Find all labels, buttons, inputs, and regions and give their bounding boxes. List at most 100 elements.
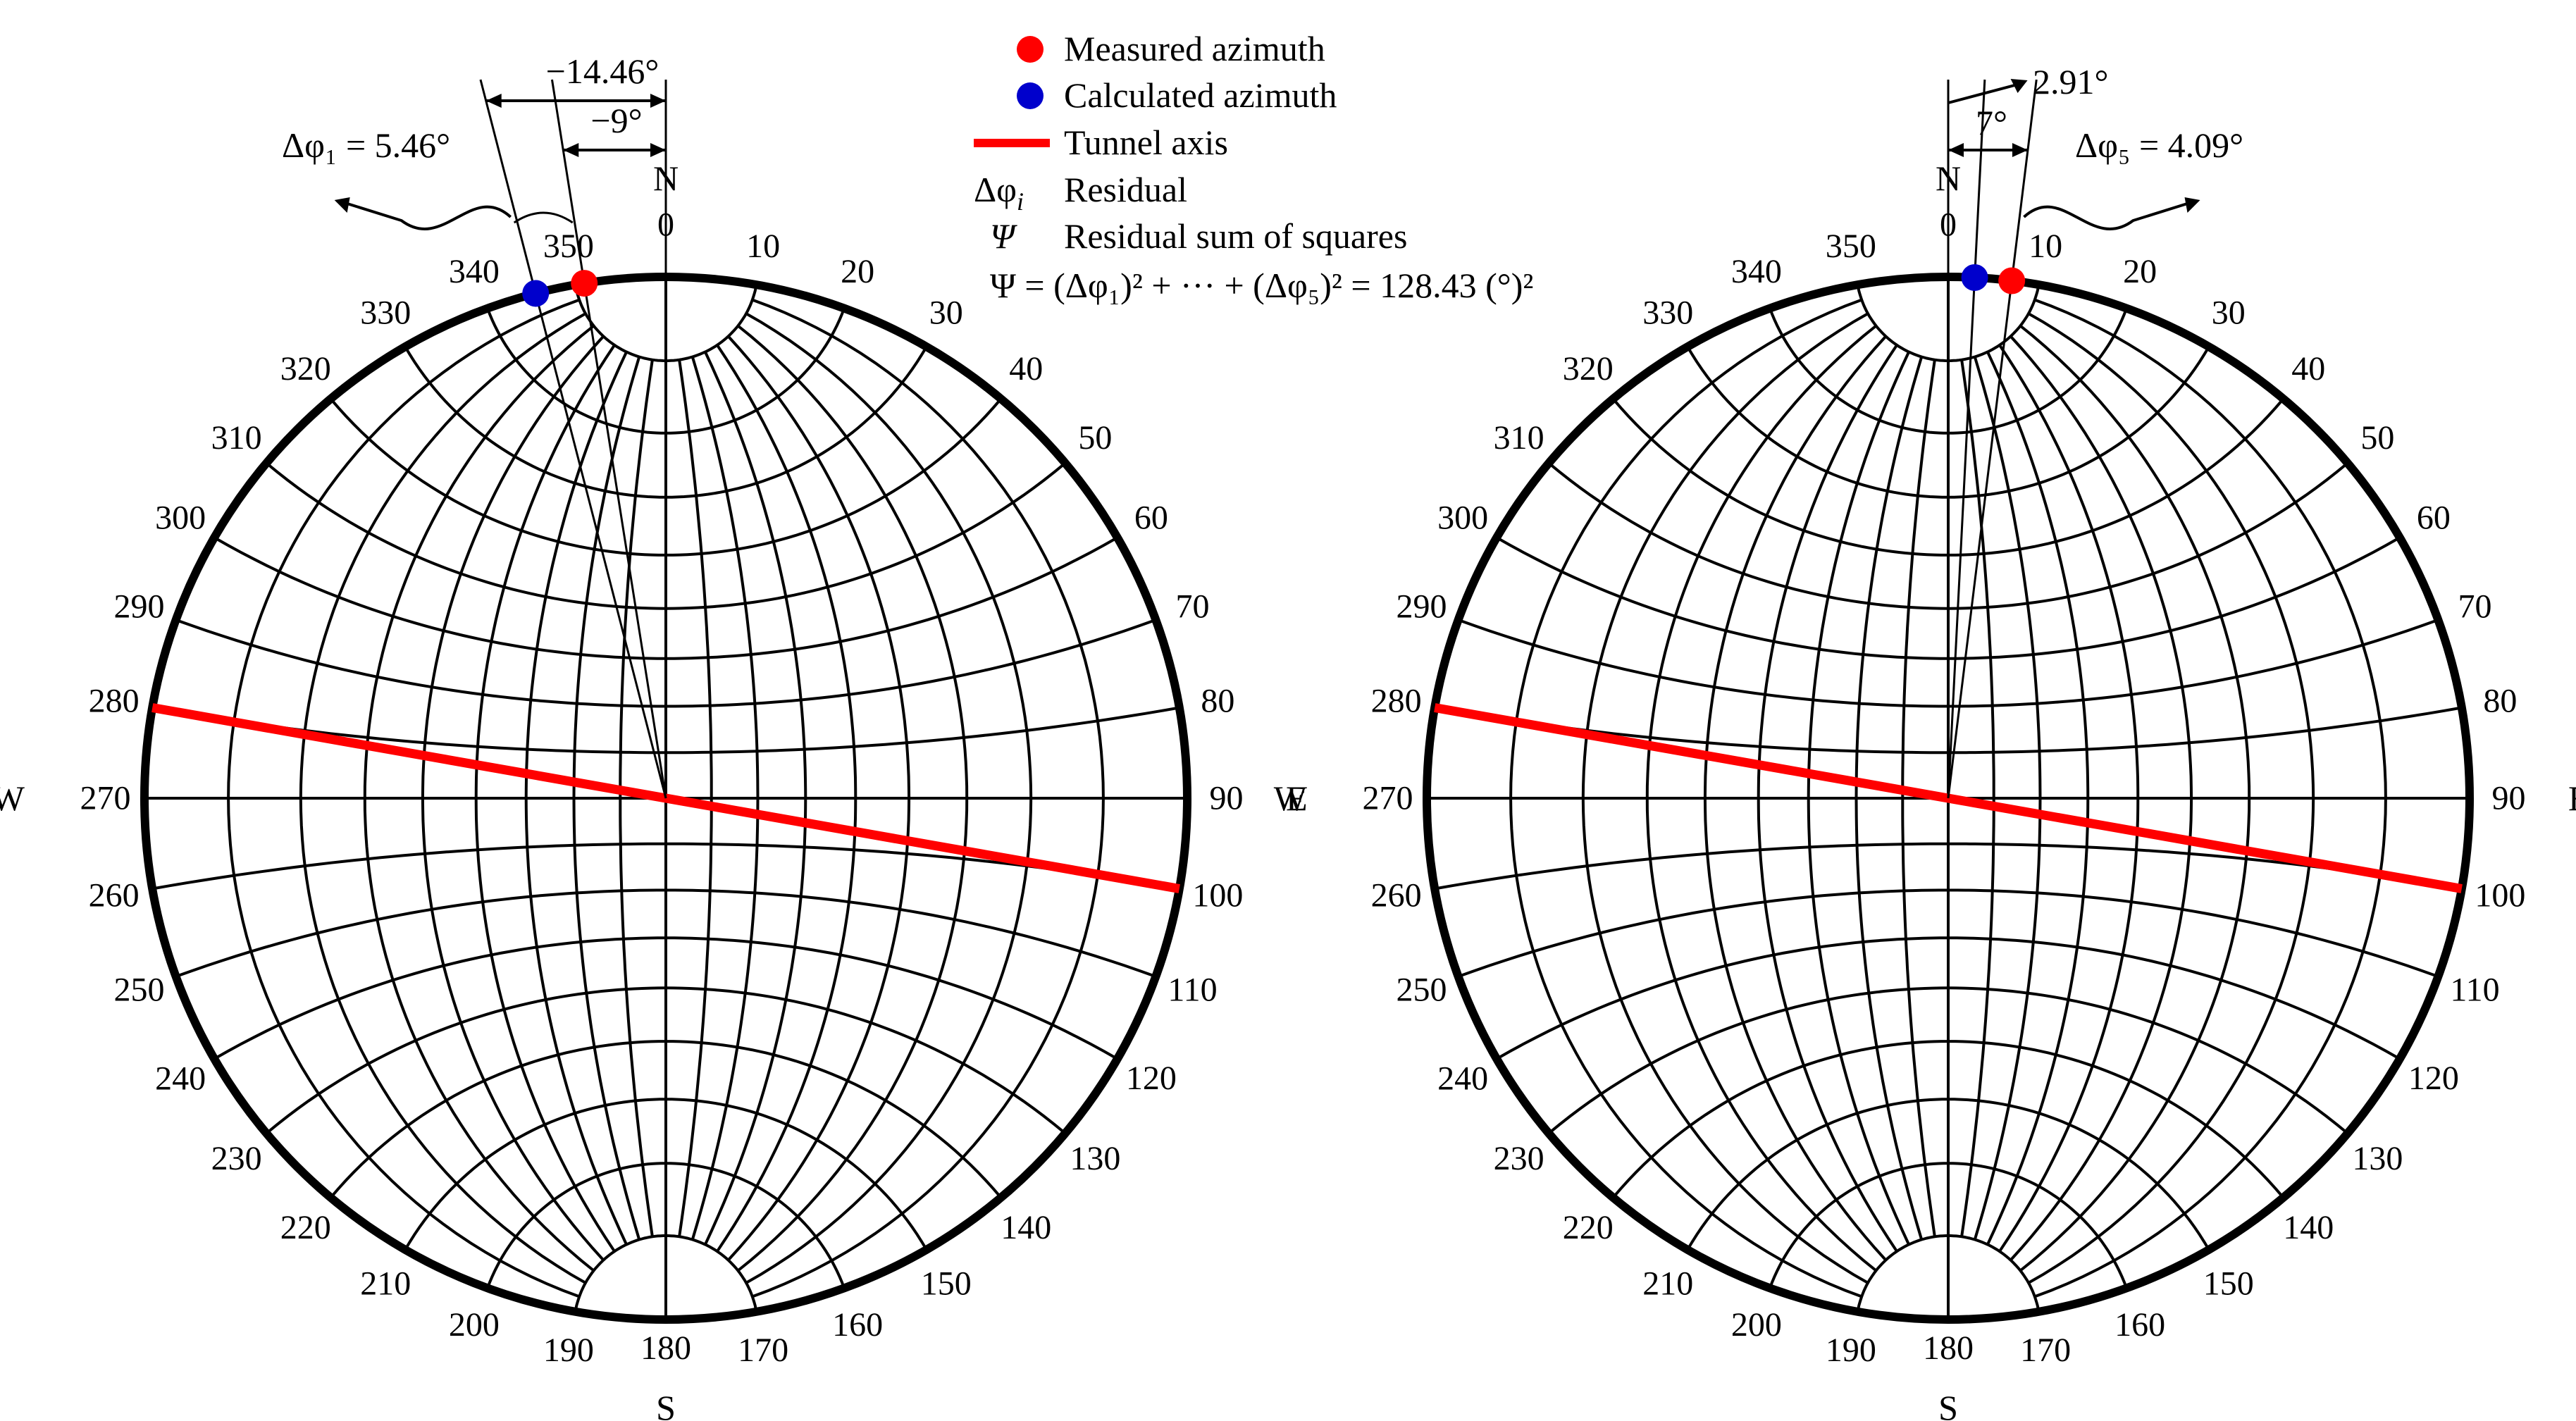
tick-label-100: 100 [2475,877,2525,914]
tick-label-30: 30 [2212,294,2246,332]
tick-label-90: 90 [2492,780,2526,817]
calculated-azimuth-ray [479,79,667,799]
tick-label-10: 10 [746,228,780,265]
tick-label-50: 50 [1078,419,1112,457]
tick-label-300: 300 [155,499,206,537]
direction-west: W [0,778,25,818]
tick-label-240: 240 [155,1060,206,1097]
tick-label-260: 260 [1371,877,1422,914]
measured-offset-label: 7° [1976,103,2007,142]
tick-label-10: 10 [2029,228,2062,265]
tick-label-230: 230 [211,1140,262,1177]
tick-label-50: 50 [2360,419,2394,457]
measured-azimuth-ray [1947,79,2038,799]
tick-label-290: 290 [114,588,165,625]
legend-residual-label: Residual [1064,170,1187,209]
tick-label-20: 20 [2123,253,2157,290]
calculated-azimuth-point [1961,263,1988,291]
legend-measured-marker [1017,36,1044,63]
tick-label-270: 270 [80,780,131,817]
tick-label-20: 20 [841,253,874,290]
measured-azimuth-ray [550,79,667,799]
residual-leader-arrowhead [2184,197,2200,213]
tick-label-340: 340 [449,253,500,290]
residual-label: Δφ₁ = 5.46° [282,125,450,165]
calculated-offset-label: −14.46° [546,51,660,91]
tick-label-330: 330 [1642,294,1693,332]
tick-label-90: 90 [1210,780,1244,817]
tick-label-220: 220 [1563,1209,1614,1246]
tick-label-140: 140 [2283,1209,2334,1246]
tick-label-60: 60 [1134,499,1168,537]
tick-label-250: 250 [114,972,165,1009]
measured-azimuth-point [571,270,598,297]
calculated-azimuth-point [522,280,550,307]
residual-leader [2023,201,2191,230]
tick-label-340: 340 [1731,253,1782,290]
tick-label-190: 190 [1826,1332,1876,1369]
tick-label-300: 300 [1437,499,1488,537]
tick-label-40: 40 [1009,350,1043,387]
tick-label-200: 200 [449,1306,500,1344]
legend-calculated-label: Calculated azimuth [1064,75,1337,115]
tick-label-100: 100 [1192,877,1243,914]
measured-azimuth-point [1998,267,2026,294]
legend-formula: Ψ = (Δφ₁)² + ··· + (Δφ₅)² = 128.43 (°)² [990,266,1533,305]
tick-label-30: 30 [929,294,963,332]
tick-label-80: 80 [1201,682,1234,719]
calculated-azimuth-ray [1947,79,1986,799]
tick-label-140: 140 [1001,1209,1051,1246]
calculated-offset-label: 2.91° [2033,62,2109,101]
legend-rss-symbol: Ψ [990,216,1017,256]
tick-label-270: 270 [1363,780,1413,817]
legend: Measured azimuth Calculated azimuth Tunn… [974,29,1533,305]
calculated-offset-arrowhead [2010,79,2028,93]
tick-label-230: 230 [1494,1140,1544,1177]
tick-label-180: 180 [640,1329,691,1367]
residual-leader [345,201,512,230]
calculated-offset-arrow [1948,82,2024,104]
direction-south: S [1938,1388,1958,1421]
tick-label-260: 260 [89,877,140,914]
tick-label-150: 150 [921,1265,972,1302]
tick-label-210: 210 [360,1265,411,1302]
tick-label-240: 240 [1437,1060,1488,1097]
direction-east: E [1286,778,1308,818]
direction-west: W [1274,778,1308,818]
tick-label-320: 320 [1563,350,1614,387]
tick-label-70: 70 [2458,588,2492,625]
tick-label-40: 40 [2291,350,2325,387]
tick-label-310: 310 [1494,419,1544,457]
legend-calculated-marker [1017,82,1044,109]
tick-label-250: 250 [1397,972,1447,1009]
tick-label-110: 110 [1168,972,1217,1009]
tick-label-160: 160 [832,1306,883,1344]
direction-south: S [656,1388,676,1421]
tick-label-200: 200 [1731,1306,1782,1344]
stereonet-left: 0102030405060708090100110120130140150160… [0,51,1308,1421]
tick-label-70: 70 [1176,588,1210,625]
residual-arc [513,211,574,224]
tick-label-320: 320 [280,350,331,387]
legend-rss-label: Residual sum of squares [1064,216,1407,256]
tick-label-180: 180 [1923,1329,1974,1367]
tick-label-150: 150 [2203,1265,2254,1302]
legend-measured-label: Measured azimuth [1064,29,1325,68]
tick-label-310: 310 [211,419,262,457]
tick-label-220: 220 [280,1209,331,1246]
legend-residual-symbol: Δφi [974,170,1024,216]
tick-label-120: 120 [2408,1060,2459,1097]
tick-label-60: 60 [2417,499,2451,537]
tick-label-290: 290 [1397,588,1447,625]
tick-label-280: 280 [89,682,140,719]
measured-offset-label: −9° [590,101,642,140]
legend-tunnel-label: Tunnel axis [1064,123,1228,162]
stereonet-right: 0102030405060708090100110120130140150160… [1274,62,2576,1421]
tick-label-350: 350 [1826,228,1876,265]
tick-label-120: 120 [1126,1060,1177,1097]
measured-offset-arrow [563,143,666,157]
tick-label-160: 160 [2114,1306,2165,1344]
tick-label-210: 210 [1642,1265,1693,1302]
tick-label-130: 130 [1070,1140,1120,1177]
